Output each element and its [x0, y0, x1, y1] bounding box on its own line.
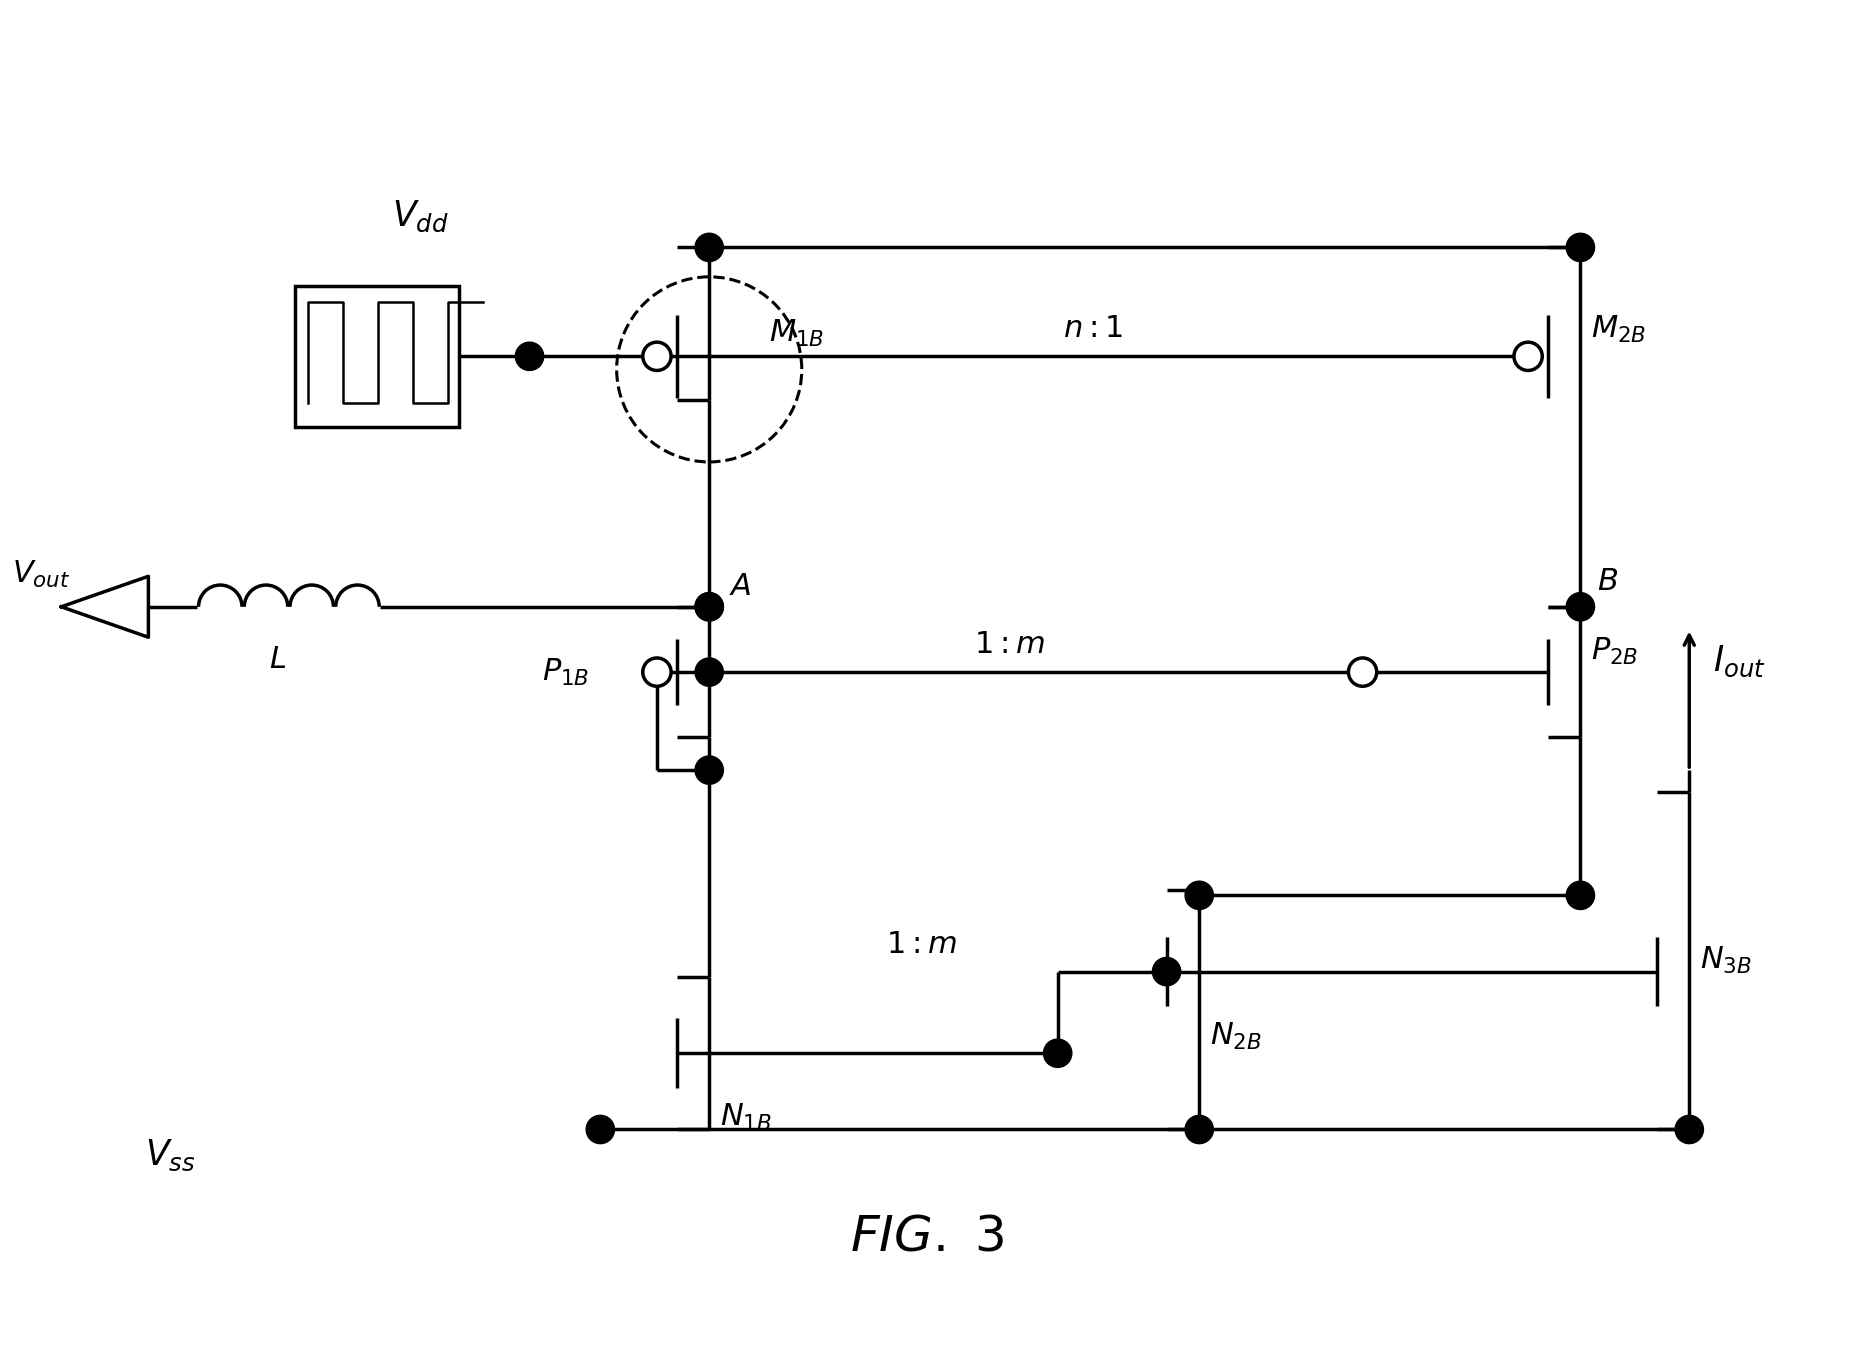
- Circle shape: [695, 593, 723, 622]
- Circle shape: [1676, 1115, 1704, 1143]
- Text: $N_{1B}$: $N_{1B}$: [719, 1102, 771, 1134]
- Circle shape: [1185, 1115, 1213, 1143]
- Circle shape: [643, 658, 671, 686]
- Circle shape: [695, 234, 723, 261]
- Circle shape: [1515, 342, 1543, 370]
- Circle shape: [1567, 234, 1594, 261]
- Text: $V_{dd}$: $V_{dd}$: [393, 199, 449, 235]
- Text: $P_{2B}$: $P_{2B}$: [1591, 635, 1639, 667]
- Bar: [295, 285, 458, 428]
- Text: $A$: $A$: [729, 572, 751, 601]
- Circle shape: [1185, 881, 1213, 910]
- Text: $M_{2B}$: $M_{2B}$: [1591, 314, 1646, 346]
- Circle shape: [695, 755, 723, 784]
- Circle shape: [1044, 1040, 1072, 1067]
- Circle shape: [1153, 958, 1181, 986]
- Text: $1:m$: $1:m$: [973, 630, 1046, 658]
- Text: $N_{3B}$: $N_{3B}$: [1700, 945, 1752, 977]
- Text: $N_{2B}$: $N_{2B}$: [1211, 1020, 1263, 1052]
- Circle shape: [643, 342, 671, 370]
- Text: $n:1$: $n:1$: [1062, 314, 1122, 343]
- Text: $V_{ss}$: $V_{ss}$: [145, 1138, 195, 1173]
- Circle shape: [1567, 593, 1594, 622]
- Text: $B$: $B$: [1596, 567, 1619, 596]
- Text: $1:m$: $1:m$: [886, 929, 957, 959]
- Text: $FIG.\ 3$: $FIG.\ 3$: [851, 1212, 1003, 1261]
- Text: $V_{out}$: $V_{out}$: [13, 559, 70, 590]
- Text: $M_{1B}$: $M_{1B}$: [769, 318, 825, 350]
- Text: $P_{1B}$: $P_{1B}$: [541, 657, 590, 687]
- Text: $L$: $L$: [269, 645, 287, 673]
- Text: $I_{out}$: $I_{out}$: [1713, 643, 1767, 679]
- Circle shape: [1348, 658, 1378, 686]
- Circle shape: [695, 593, 723, 622]
- Circle shape: [1567, 881, 1594, 910]
- Circle shape: [515, 342, 543, 370]
- Circle shape: [586, 1115, 614, 1143]
- Circle shape: [695, 658, 723, 686]
